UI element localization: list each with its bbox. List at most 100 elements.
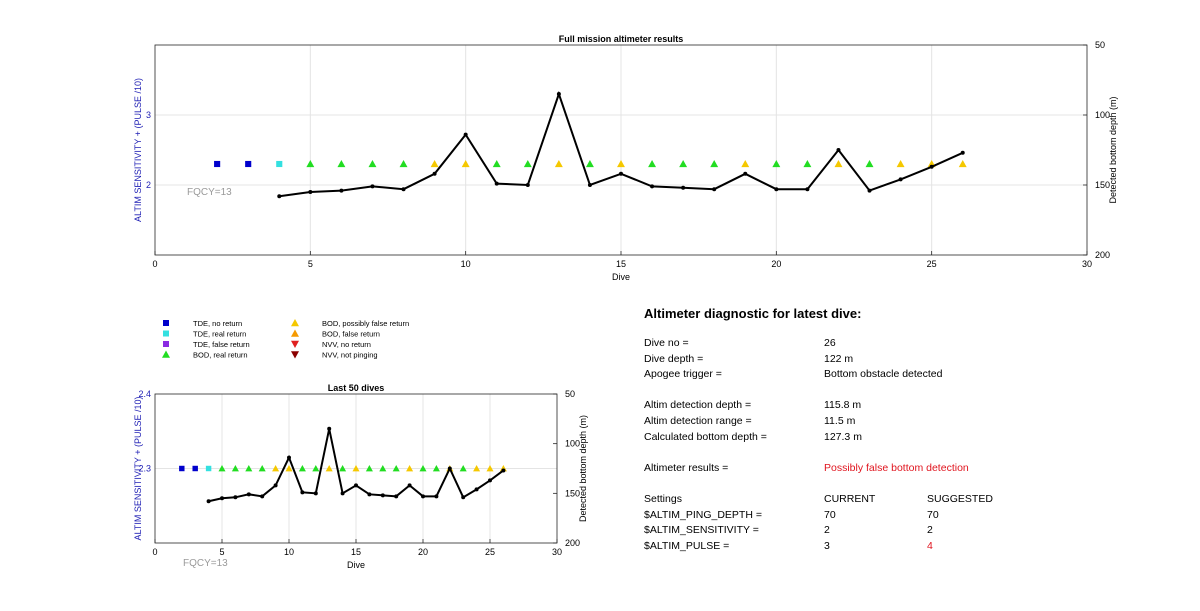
chart2-marker-triangle — [486, 464, 494, 472]
settings-label: Settings — [644, 492, 682, 505]
chart2-marker-triangle — [406, 464, 414, 472]
apogee-trigger-row: Apogee trigger = Bottom obstacle detecte… — [644, 367, 1084, 383]
altimeter-diagnostic-panel: Altimeter diagnostic for latest dive: Di… — [644, 306, 1084, 554]
chart2-x-axis-label: Dive — [347, 560, 365, 570]
detection-depth-label: Altim detection depth = — [644, 399, 752, 412]
legend-marker-square — [163, 320, 169, 326]
sensitivity-row: $ALTIM_SENSITIVITY = 2 2 — [644, 523, 1084, 539]
chart1-marker-triangle — [368, 160, 377, 168]
chart1-bottom-depth-point — [494, 181, 499, 186]
chart1-bottom-depth-point — [681, 185, 686, 190]
chart2-marker-triangle — [298, 464, 306, 472]
chart1-bottom-depth-point — [867, 188, 872, 193]
chart2-marker-triangle — [379, 464, 387, 472]
chart2-bottom-depth-point — [327, 426, 332, 431]
chart1-marker-triangle — [492, 160, 501, 168]
settings-header-row: Settings CURRENT SUGGESTED — [644, 492, 1084, 508]
chart1-x-tick-label: 25 — [927, 259, 937, 269]
chart2-marker-square — [192, 465, 198, 472]
chart1-bottom-depth-point — [805, 187, 810, 192]
chart2-marker-triangle — [245, 464, 253, 472]
chart1-bottom-depth-point — [929, 164, 934, 169]
chart1-marker-triangle — [679, 160, 688, 168]
legend-label: TDE, no return — [193, 319, 242, 328]
chart2-marker-triangle — [473, 464, 481, 472]
legend-marker-triangle-up — [291, 319, 299, 327]
chart2-title: Last 50 dives — [328, 383, 385, 393]
chart1-marker-triangle — [430, 160, 439, 168]
chart2-marker-triangle — [352, 464, 360, 472]
chart1-marker-triangle — [896, 160, 905, 168]
chart2-marker-triangle — [218, 464, 226, 472]
chart1-marker-triangle — [741, 160, 750, 168]
current-header: CURRENT — [824, 492, 876, 505]
chart2-marker-triangle — [392, 464, 400, 472]
chart2-bottom-depth-point — [246, 492, 251, 497]
chart2-bottom-depth-point — [354, 483, 358, 488]
chart2-fqcy-annotation: FQCY=13 — [183, 558, 228, 569]
chart1-marker-square — [245, 160, 252, 168]
chart2-bottom-depth-point — [407, 483, 412, 488]
legend-marker-square — [163, 330, 169, 337]
chart1-x-tick-label: 10 — [461, 259, 471, 269]
pulse-label: $ALTIM_PULSE = — [644, 539, 730, 552]
chart1-bottom-depth-point — [525, 183, 530, 187]
chart1-marker-triangle — [554, 160, 563, 168]
chart2-y-axis-label: ALTIM SENSITIVITY + (PULSE /10) — [133, 397, 143, 541]
ping-depth-label: $ALTIM_PING_DEPTH = — [644, 508, 762, 521]
chart1-x-tick-label: 30 — [1082, 259, 1092, 269]
chart1-bottom-depth-point — [432, 171, 437, 176]
chart1-bottom-depth-point — [587, 183, 592, 187]
chart2-bottom-depth-point — [394, 494, 399, 499]
chart2-bottom-depth-point — [287, 455, 291, 460]
chart2-bottom-depth-point — [434, 494, 439, 499]
chart1-bottom-depth-point — [308, 190, 313, 194]
chart2-marker-triangle — [339, 464, 347, 472]
detection-range-value: 11.5 m — [824, 414, 856, 427]
chart2-bottom-depth-point — [474, 487, 479, 492]
chart1-right-tick-label: 100 — [1095, 110, 1110, 120]
chart1-y-tick-label: 3 — [146, 110, 151, 120]
chart2-marker-triangle — [258, 464, 266, 472]
chart2-marker-square — [205, 465, 212, 472]
chart1-bottom-depth-point — [960, 150, 965, 155]
altimeter-results-value: Possibly false bottom detection — [824, 461, 969, 474]
chart2-marker-triangle — [231, 464, 239, 472]
chart2-right-axis-label: Detected bottom depth (m) — [578, 415, 588, 522]
chart2-marker-triangle — [285, 464, 293, 472]
chart1-marker-triangle — [865, 160, 874, 168]
pulse-suggested: 4 — [927, 539, 933, 552]
chart2-bottom-depth-point — [340, 491, 345, 496]
chart2-marker-square — [179, 465, 185, 472]
dive-depth-row: Dive depth = 122 m — [644, 352, 1084, 368]
chart1-fqcy-annotation: FQCY=13 — [187, 187, 232, 198]
chart1-x-tick-label: 5 — [308, 259, 313, 269]
chart1-right-tick-label: 200 — [1095, 250, 1110, 260]
chart2-bottom-depth-point — [421, 494, 425, 499]
chart1-y-axis-label: ALTIM SENSITIVITY + (PULSE /10) — [133, 78, 143, 222]
chart2-marker-triangle — [432, 464, 440, 472]
legend-marker-square — [163, 341, 169, 347]
chart1-bottom-depth-point — [401, 187, 406, 192]
suggested-header: SUGGESTED — [927, 492, 993, 505]
chart2-x-tick-label: 15 — [351, 547, 361, 557]
chart2-bottom-depth-point — [313, 491, 318, 496]
chart2-bottom-depth-point — [260, 494, 265, 499]
altimeter-results-row: Altimeter results = Possibly false botto… — [644, 461, 1084, 477]
chart1-marker-triangle — [306, 160, 315, 168]
chart1-marker-triangle — [772, 160, 781, 168]
chart2-bottom-depth-point — [273, 483, 278, 488]
altimeter-results-label: Altimeter results = — [644, 461, 729, 474]
apogee-trigger-label: Apogee trigger = — [644, 368, 722, 381]
ping-depth-row: $ALTIM_PING_DEPTH = 70 70 — [644, 508, 1084, 524]
dive-no-row: Dive no = 26 — [644, 336, 1084, 352]
chart2-x-tick-label: 0 — [152, 547, 157, 557]
chart1-right-axis-label: Detected bottom depth (m) — [1108, 96, 1118, 203]
chart1-marker-triangle — [958, 160, 967, 168]
chart1-marker-triangle — [461, 160, 470, 168]
chart1-marker-triangle — [834, 160, 843, 168]
chart1-x-tick-label: 15 — [616, 259, 626, 269]
pulse-row: $ALTIM_PULSE = 3 4 — [644, 539, 1084, 555]
dive-depth-label: Dive depth = — [644, 352, 704, 365]
